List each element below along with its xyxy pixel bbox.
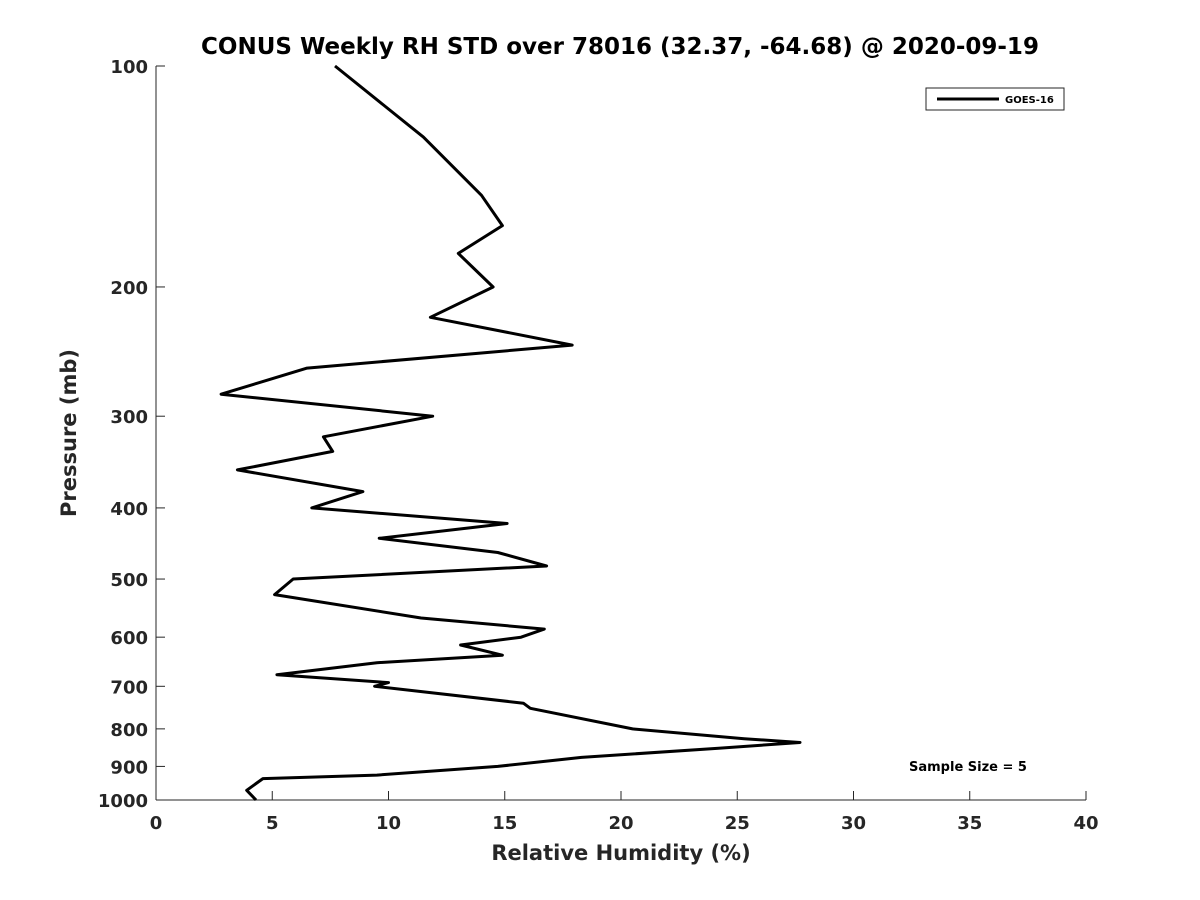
- x-tick-label: 35: [957, 813, 982, 834]
- y-tick-label: 500: [110, 570, 148, 591]
- y-tick-label: 200: [110, 278, 148, 299]
- x-tick-label: 25: [725, 813, 750, 834]
- x-tick-label: 30: [841, 813, 866, 834]
- y-tick-label: 900: [110, 757, 148, 778]
- series-line-goes-16: [219, 64, 802, 802]
- y-tick-label: 800: [110, 720, 148, 741]
- y-tick-label: 700: [110, 677, 148, 698]
- y-tick-label: 100: [110, 57, 148, 78]
- x-tick-label: 15: [492, 813, 517, 834]
- y-axis-label: Pressure (mb): [57, 349, 81, 517]
- legend-entry-goes-16: GOES-16: [1005, 95, 1054, 106]
- x-tick-label: 10: [376, 813, 401, 834]
- plot-area: [156, 66, 1086, 800]
- series-layer: [219, 64, 802, 802]
- x-axis-label: Relative Humidity (%): [491, 841, 750, 865]
- y-tick-label: 600: [110, 628, 148, 649]
- y-axis: 100 200 300 400 500 600 700 800 900 1000: [98, 57, 165, 812]
- x-axis: 0 5 10 15 20 25 30 35 40: [150, 791, 1099, 834]
- y-tick-label: 1000: [98, 791, 148, 812]
- y-tick-label: 300: [110, 407, 148, 428]
- x-tick-label: 20: [608, 813, 633, 834]
- chart-title: CONUS Weekly RH STD over 78016 (32.37, -…: [201, 34, 1039, 60]
- x-tick-label: 0: [150, 813, 163, 834]
- legend: GOES-16: [925, 87, 1065, 111]
- x-tick-label: 5: [266, 813, 279, 834]
- sample-size-annotation: Sample Size = 5: [909, 760, 1027, 775]
- y-tick-label: 400: [110, 499, 148, 520]
- x-tick-label: 40: [1073, 813, 1098, 834]
